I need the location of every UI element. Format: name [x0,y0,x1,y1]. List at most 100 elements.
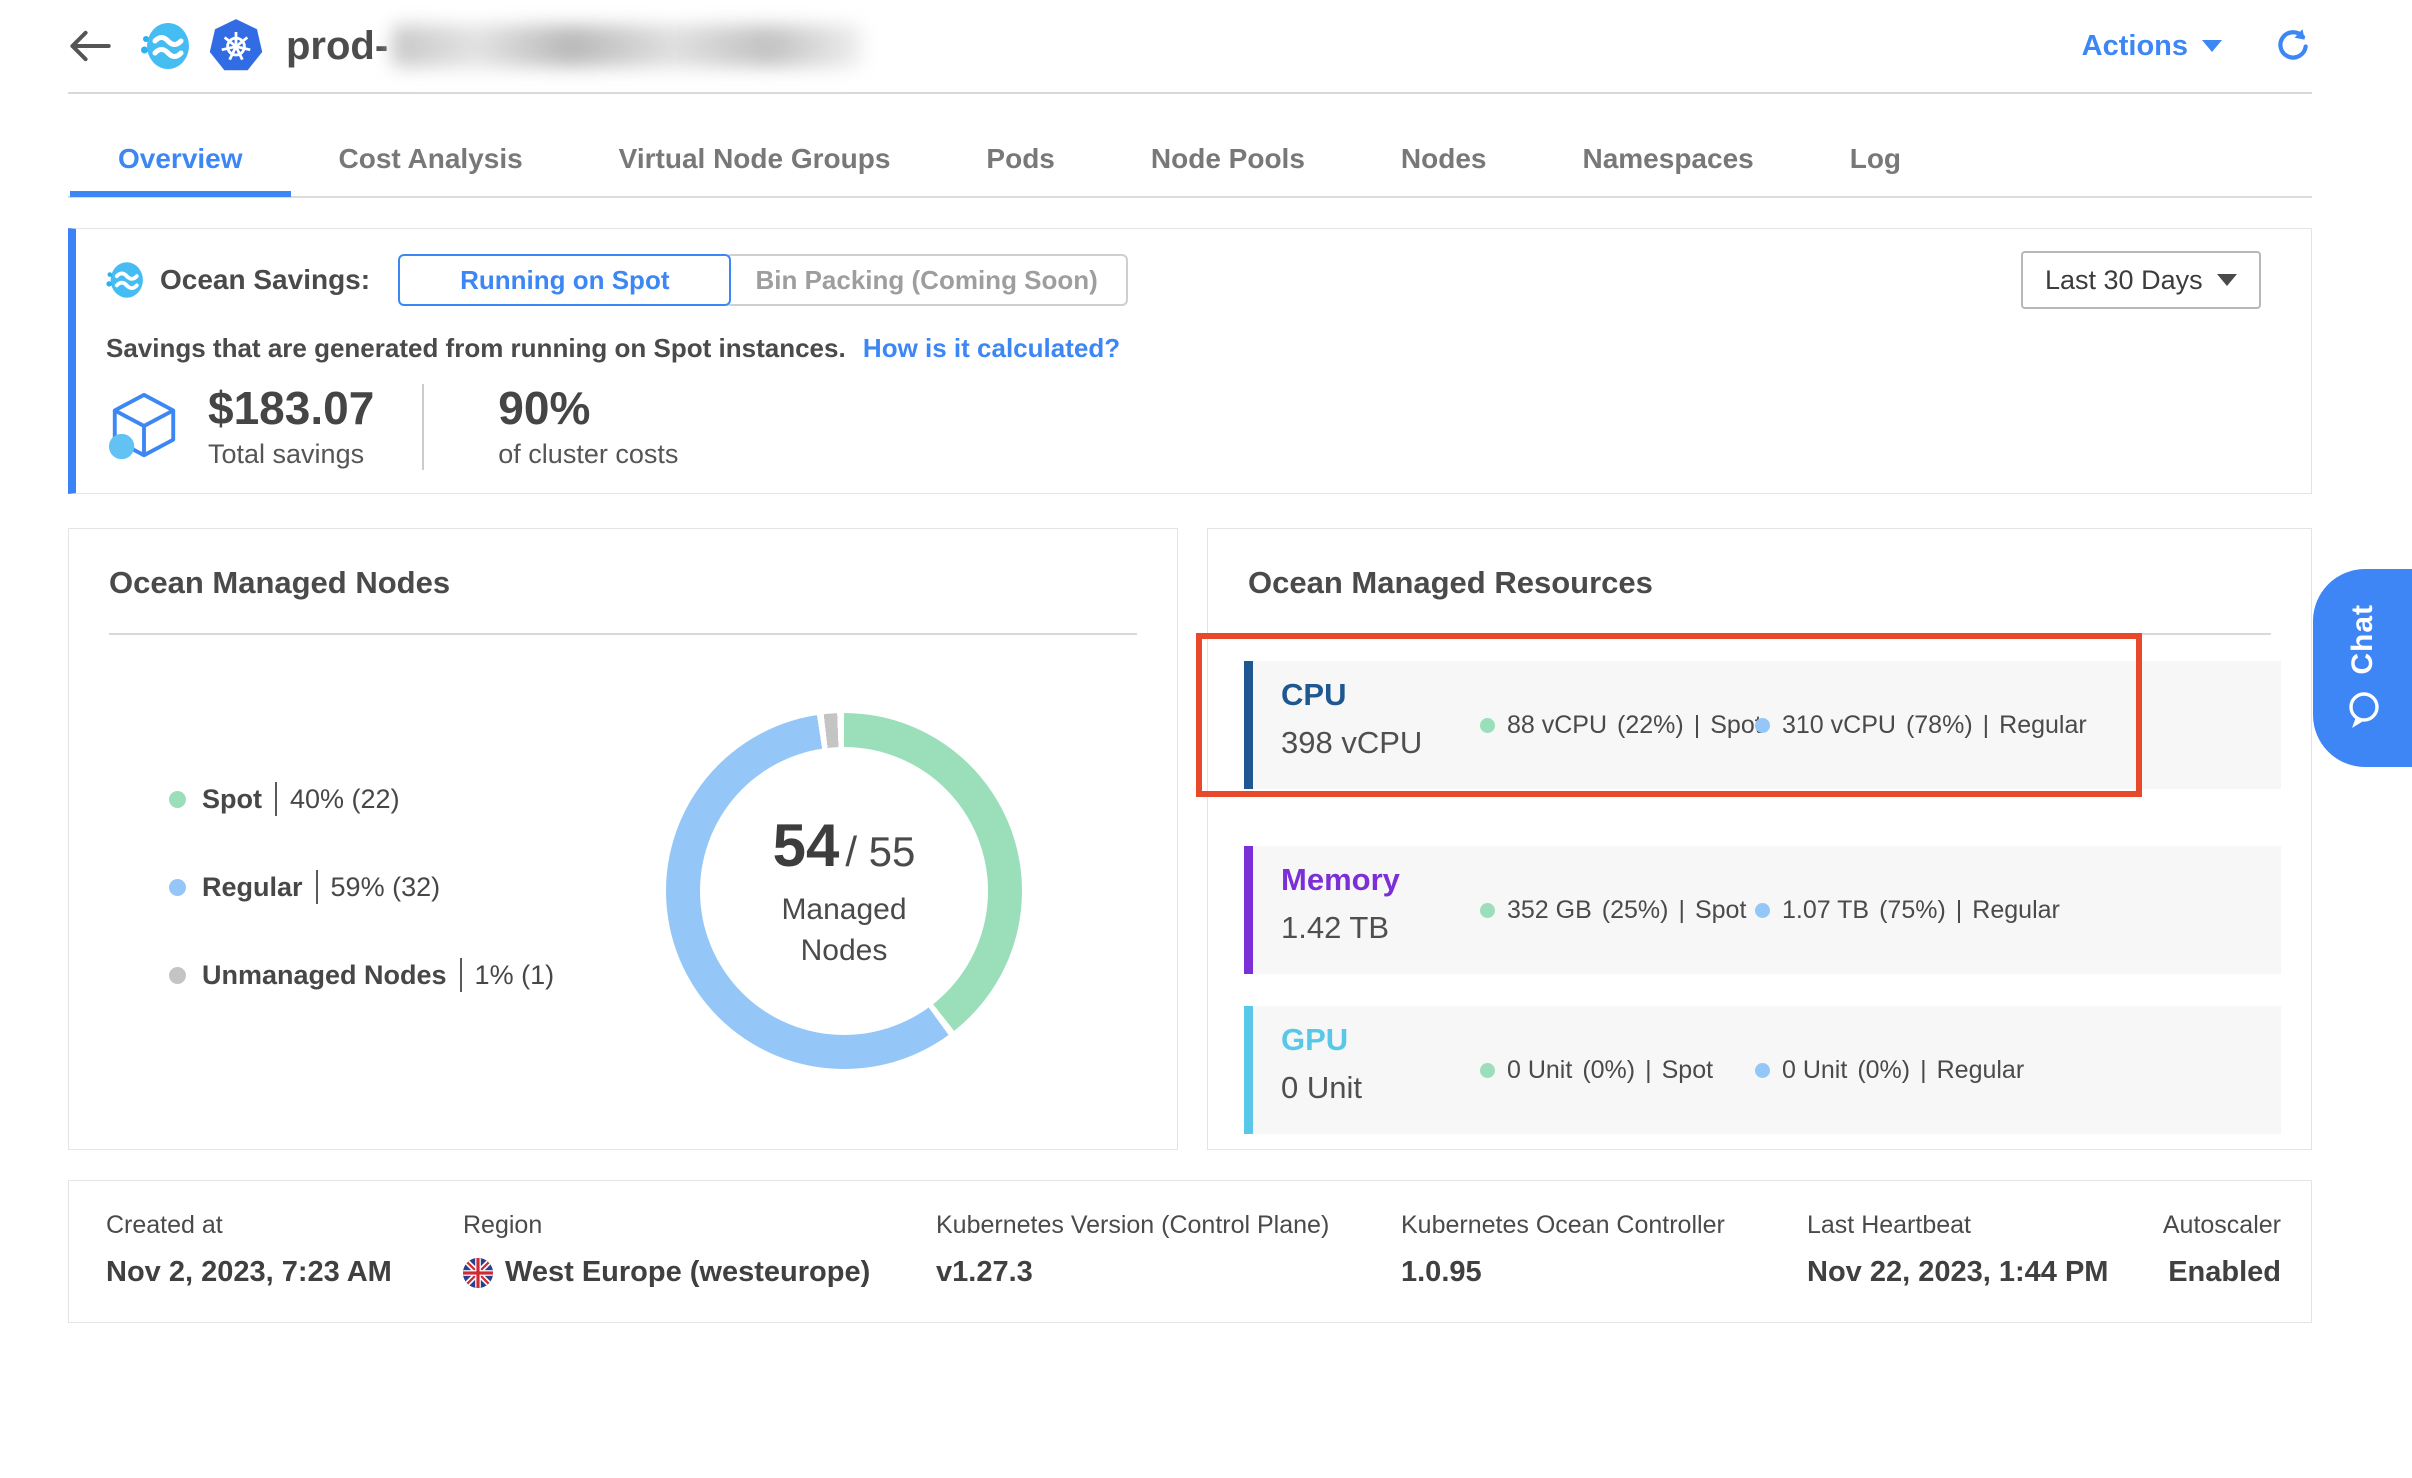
legend-value: 40% (22) [290,783,400,814]
resource-row-gpu: GPU 0 Unit 0 Unit (0%) | Spot 0 Unit (0%… [1244,1006,2281,1134]
memory-label: Memory [1281,862,1400,897]
tab-node-pools[interactable]: Node Pools [1150,143,1305,174]
total-savings-label: Total savings [208,438,365,469]
tab-cost-analysis[interactable]: Cost Analysis [338,143,523,174]
autoscaler-status-value: Enabled [2168,1256,2281,1288]
created-at-column: Created at Nov 2, 2023, 7:23 AM [106,1211,392,1289]
legend-separator [459,958,462,992]
stat-separator: | [1678,895,1685,924]
stat-percent: (75%) [1879,895,1946,924]
managed-nodes-title: Ocean Managed Nodes [109,565,451,600]
gpu-total: 0 Unit [1281,1070,1362,1105]
stat-amount: 0 Unit [1782,1055,1848,1084]
cluster-cost-stat: 90% of cluster costs [498,384,678,469]
last-heartbeat-label: Last Heartbeat [1807,1211,1971,1239]
stat-separator: | [1920,1055,1927,1084]
stat-percent: (0%) [1857,1055,1911,1084]
memory-total: 1.42 TB [1281,910,1390,945]
bin-packing-toggle[interactable]: Bin Packing (Coming Soon) [725,254,1128,306]
unmanaged-dot-icon [169,966,186,984]
legend-item-spot: Spot 40% (22) [169,781,554,817]
legend-item-regular: Regular 59% (32) [169,869,554,905]
memory-spot-stat: 352 GB (25%) | Spot [1480,896,1755,925]
stat-amount: 0 Unit [1507,1055,1573,1084]
stat-amount: 310 vCPU [1782,710,1896,739]
back-button[interactable] [68,28,112,64]
ocean-controller-value: 1.0.95 [1401,1256,1482,1288]
stat-divider [422,384,425,470]
ocean-controller-label: Kubernetes Ocean Controller [1401,1211,1725,1239]
legend-value: 59% (32) [330,871,441,902]
cluster-info-bar: Created at Nov 2, 2023, 7:23 AM Region [68,1180,2312,1323]
cluster-cost-pct-label: of cluster costs [498,438,679,469]
stat-kind: Regular [1972,895,2060,924]
actions-menu-button[interactable]: Actions [2082,30,2222,63]
kubernetes-logo-icon [208,18,264,74]
period-select[interactable]: Last 30 Days [2021,251,2261,309]
tab-pods[interactable]: Pods [986,143,1055,174]
cluster-name-redacted [392,25,863,67]
legend-label: Spot [202,783,262,814]
resource-row-cpu: CPU 398 vCPU 88 vCPU (22%) | Spot 310 vC… [1244,661,2281,789]
created-at-value: Nov 2, 2023, 7:23 AM [106,1256,392,1288]
cpu-label: CPU [1281,677,1347,712]
last-heartbeat-value: Nov 22, 2023, 1:44 PM [1807,1256,2109,1288]
tab-overview[interactable]: Overview [70,143,290,197]
donut-center: 54 / 55 Managed Nodes [666,713,1022,1069]
back-arrow-icon [70,30,111,62]
spot-dot-icon [169,790,186,808]
how-calculated-link[interactable]: How is it calculated? [862,333,1121,363]
managed-nodes-total: / 55 [845,828,916,875]
legend-value: 1% (1) [474,959,555,990]
savings-cube-icon [108,392,176,460]
region-text: West Europe (westeurope) [505,1256,871,1288]
stat-kind: Regular [1999,710,2087,739]
stat-kind: Spot [1661,1055,1714,1084]
chat-button[interactable]: Chat [2313,569,2412,767]
period-select-value: Last 30 Days [2045,264,2203,295]
autoscaler-label: Autoscaler [2162,1211,2281,1239]
managed-nodes-center-label: Managed Nodes [781,893,907,967]
region-column: Region West Europe (westeurope) [463,1211,870,1289]
refresh-icon [2278,29,2308,60]
header-actions: Actions [2082,27,2312,65]
managed-nodes-legend: Spot 40% (22) Regular 59% (32) Unmanaged… [169,781,554,1045]
autoscaler-column: Autoscaler Enabled [2163,1211,2281,1289]
tab-namespaces[interactable]: Namespaces [1582,143,1754,174]
resource-row-memory: Memory 1.42 TB 352 GB (25%) | Spot 1.07 … [1244,846,2281,974]
stat-percent: (78%) [1905,710,1973,739]
ocean-savings-banner: Ocean Savings: Running on Spot Bin Packi… [68,228,2312,494]
gpu-regular-stat: 0 Unit (0%) | Regular [1755,1056,2024,1085]
memory-regular-stat: 1.07 TB (75%) | Regular [1755,896,2060,925]
legend-label: Regular [202,871,303,902]
savings-description-text: Savings that are generated from running … [106,333,846,363]
running-on-spot-toggle[interactable]: Running on Spot [398,254,732,306]
regular-dot-icon [1755,902,1770,918]
tab-nodes[interactable]: Nodes [1400,143,1487,174]
k8s-version-label: Kubernetes Version (Control Plane) [936,1211,1330,1239]
stat-kind: Regular [1936,1055,2025,1084]
gpu-spot-stat: 0 Unit (0%) | Spot [1480,1056,1755,1085]
uk-flag-icon [463,1257,493,1288]
ocean-controller-column: Kubernetes Ocean Controller 1.0.95 [1401,1211,1725,1289]
savings-description: Savings that are generated from running … [106,333,2283,364]
created-at-label: Created at [106,1211,223,1239]
regular-dot-icon [1755,717,1770,733]
spot-dot-icon [1480,1062,1495,1078]
tab-log[interactable]: Log [1849,143,1902,174]
ocean-logo-icon [140,20,192,72]
managed-resources-card: Ocean Managed Resources CPU 398 vCPU 88 … [1207,528,2312,1150]
managed-nodes-card: Ocean Managed Nodes Spot 40% (22) Regula… [68,528,1178,1150]
refresh-button[interactable] [2274,27,2312,65]
tab-virtual-node-groups[interactable]: Virtual Node Groups [618,143,891,174]
spot-dot-icon [1480,717,1495,733]
ocean-savings-icon [106,262,143,298]
k8s-version-value: v1.27.3 [936,1256,1033,1288]
stat-separator: | [1955,895,1963,924]
region-value: West Europe (westeurope) [463,1256,870,1289]
regular-dot-icon [1755,1062,1770,1078]
stat-percent: (0%) [1582,1055,1636,1084]
divider [109,633,1137,635]
tab-bar: Overview Cost Analysis Virtual Node Grou… [68,122,2312,198]
